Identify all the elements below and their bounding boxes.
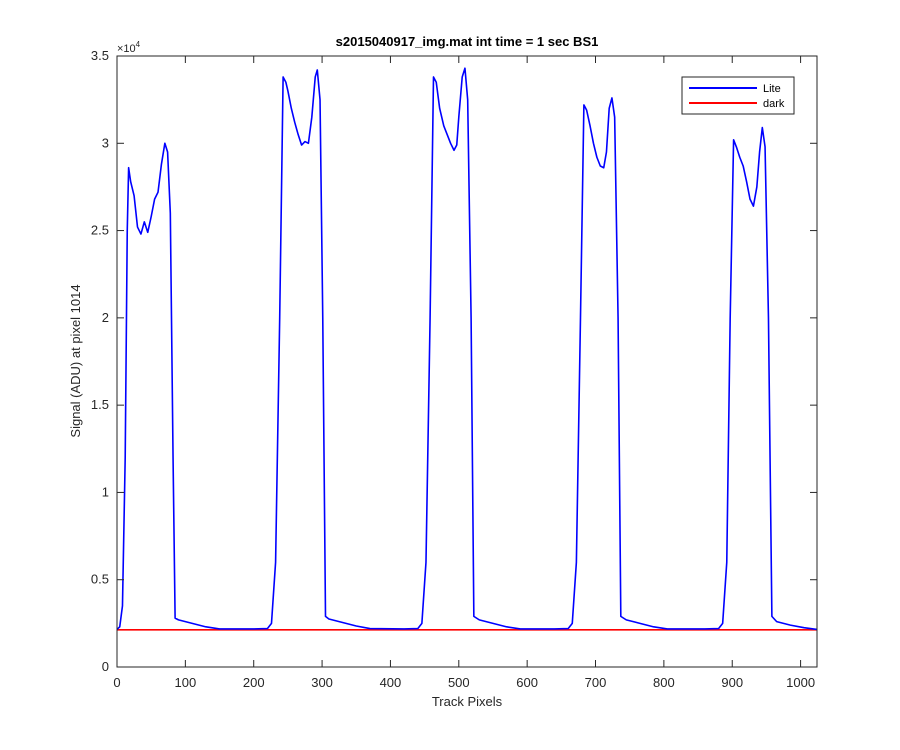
y-tick-label: 0 [102, 659, 109, 674]
x-tick-label: 600 [516, 675, 538, 690]
series-line-lite [116, 67, 818, 631]
x-tick-label: 300 [311, 675, 333, 690]
series-layer [116, 67, 818, 631]
y-tick-label: 2 [102, 310, 109, 325]
y-multiplier-base: ×10 [117, 43, 136, 55]
y-tick-label: 1 [102, 484, 109, 499]
plot-background [117, 56, 817, 667]
y-multiplier: ×104 [117, 40, 141, 55]
x-tick-label: 700 [585, 675, 607, 690]
x-tick-label: 1000 [786, 675, 815, 690]
y-axis-ticks: 0 0.5 1 1.5 2 2.5 3 3.5 [91, 48, 817, 674]
y-axis-label: Signal (ADU) at pixel 1014 [68, 284, 83, 437]
x-tick-label: 800 [653, 675, 675, 690]
y-tick-label: 3 [102, 135, 109, 150]
plot-frame [116, 55, 818, 668]
y-tick-label: 1.5 [91, 397, 109, 412]
y-tick-label: 3.5 [91, 48, 109, 63]
x-axis-ticks: 0 100 200 300 400 500 600 700 800 900 1000 [113, 56, 815, 690]
legend-label-dark: dark [763, 98, 785, 110]
x-tick-label: 100 [175, 675, 197, 690]
x-tick-label: 0 [113, 675, 120, 690]
x-tick-label: 400 [380, 675, 402, 690]
legend-box [681, 76, 795, 115]
x-tick-label: 900 [721, 675, 743, 690]
x-axis-label: Track Pixels [432, 694, 503, 709]
chart-title: s2015040917_img.mat int time = 1 sec BS1 [336, 34, 599, 49]
y-tick-label: 2.5 [91, 223, 109, 238]
x-tick-label: 200 [243, 675, 265, 690]
legend: Lite dark [681, 76, 795, 115]
y-tick-label: 0.5 [91, 572, 109, 587]
legend-label-lite: Lite [763, 83, 781, 95]
x-tick-label: 500 [448, 675, 470, 690]
y-multiplier-exponent: 4 [136, 40, 141, 49]
